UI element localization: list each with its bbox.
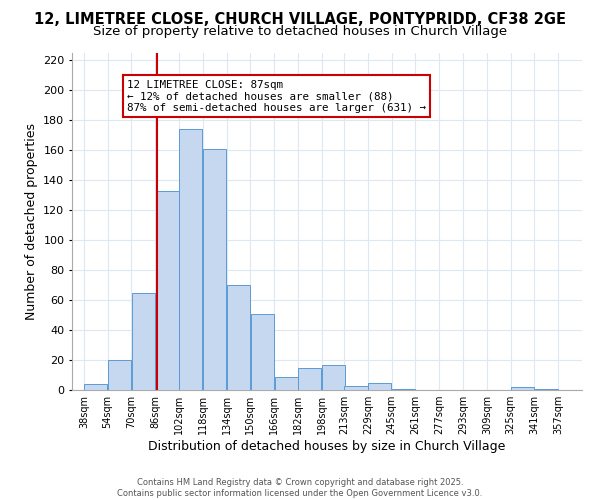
Bar [84, 384, 107, 390]
Bar [203, 148, 226, 390]
Bar [368, 382, 391, 390]
Bar [298, 368, 322, 390]
Bar [108, 360, 131, 390]
X-axis label: Distribution of detached houses by size in Church Village: Distribution of detached houses by size … [148, 440, 506, 453]
Bar [155, 190, 179, 390]
Bar [275, 376, 298, 390]
Text: Contains HM Land Registry data © Crown copyright and database right 2025.
Contai: Contains HM Land Registry data © Crown c… [118, 478, 482, 498]
Bar [132, 292, 155, 390]
Bar [227, 285, 250, 390]
Y-axis label: Number of detached properties: Number of detached properties [25, 122, 38, 320]
Bar [392, 388, 415, 390]
Bar [179, 129, 202, 390]
Text: 12 LIMETREE CLOSE: 87sqm
← 12% of detached houses are smaller (88)
87% of semi-d: 12 LIMETREE CLOSE: 87sqm ← 12% of detach… [127, 80, 426, 112]
Bar [511, 387, 534, 390]
Text: 12, LIMETREE CLOSE, CHURCH VILLAGE, PONTYPRIDD, CF38 2GE: 12, LIMETREE CLOSE, CHURCH VILLAGE, PONT… [34, 12, 566, 28]
Bar [251, 314, 274, 390]
Text: Size of property relative to detached houses in Church Village: Size of property relative to detached ho… [93, 25, 507, 38]
Bar [322, 364, 345, 390]
Bar [535, 388, 558, 390]
Bar [344, 386, 368, 390]
